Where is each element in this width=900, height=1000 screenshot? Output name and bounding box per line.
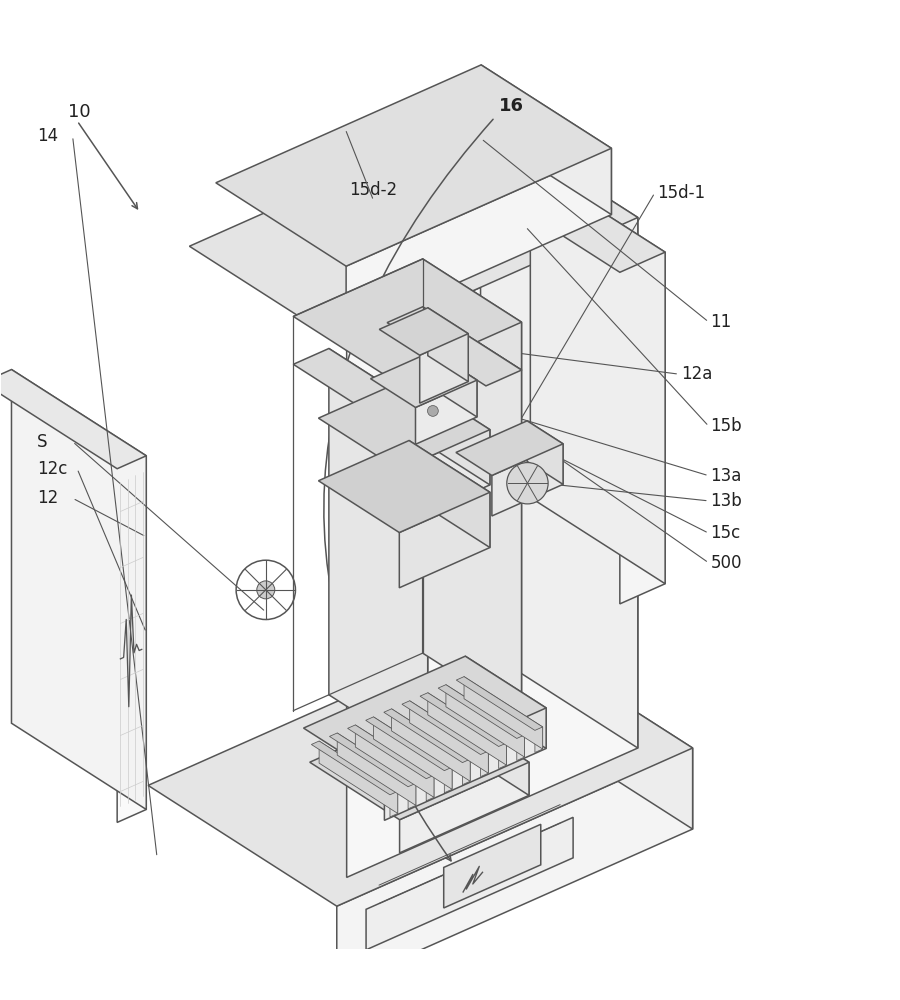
Polygon shape <box>346 148 611 332</box>
Polygon shape <box>117 456 147 822</box>
Polygon shape <box>328 348 428 758</box>
Polygon shape <box>481 751 489 777</box>
Polygon shape <box>392 322 521 428</box>
Polygon shape <box>423 307 521 716</box>
Polygon shape <box>427 775 434 801</box>
Text: 15c: 15c <box>711 524 741 542</box>
Polygon shape <box>504 627 693 829</box>
Polygon shape <box>438 685 525 738</box>
Polygon shape <box>293 259 521 380</box>
Polygon shape <box>444 824 541 908</box>
Text: 12c: 12c <box>37 460 67 478</box>
Polygon shape <box>408 783 416 809</box>
Polygon shape <box>392 412 427 774</box>
Polygon shape <box>366 817 573 950</box>
Polygon shape <box>530 166 665 584</box>
Polygon shape <box>356 725 434 797</box>
Polygon shape <box>346 217 638 877</box>
Polygon shape <box>319 378 490 470</box>
Polygon shape <box>320 741 398 813</box>
Polygon shape <box>379 308 468 355</box>
Polygon shape <box>419 334 468 403</box>
Polygon shape <box>338 733 416 805</box>
Text: 12: 12 <box>37 489 58 507</box>
Text: 15b: 15b <box>711 417 742 435</box>
Polygon shape <box>456 421 563 475</box>
Polygon shape <box>390 791 398 817</box>
Polygon shape <box>428 308 468 382</box>
Text: 15d-2: 15d-2 <box>349 181 398 199</box>
Polygon shape <box>432 351 477 417</box>
Polygon shape <box>293 348 428 428</box>
Polygon shape <box>420 693 507 746</box>
Polygon shape <box>0 370 147 469</box>
Polygon shape <box>311 741 398 795</box>
Polygon shape <box>517 735 525 761</box>
Polygon shape <box>416 380 477 444</box>
Polygon shape <box>492 444 563 516</box>
Text: 13b: 13b <box>711 492 742 510</box>
Polygon shape <box>383 709 470 763</box>
Polygon shape <box>499 743 507 769</box>
Text: 500: 500 <box>711 554 742 572</box>
Text: 10: 10 <box>68 103 91 121</box>
Text: 12a: 12a <box>681 365 712 383</box>
Polygon shape <box>439 705 529 795</box>
Polygon shape <box>409 378 490 485</box>
Polygon shape <box>402 701 489 755</box>
Text: 15d-1: 15d-1 <box>657 184 705 202</box>
Text: 14: 14 <box>37 127 58 145</box>
Polygon shape <box>384 708 546 820</box>
Circle shape <box>507 463 548 504</box>
Polygon shape <box>423 259 521 370</box>
Polygon shape <box>319 441 490 533</box>
Polygon shape <box>481 117 638 748</box>
Polygon shape <box>371 351 477 407</box>
Polygon shape <box>303 656 546 780</box>
Polygon shape <box>329 733 416 787</box>
Polygon shape <box>463 759 470 785</box>
Polygon shape <box>445 767 452 793</box>
Polygon shape <box>456 677 543 730</box>
Polygon shape <box>216 65 611 266</box>
Polygon shape <box>486 370 521 732</box>
Text: 13a: 13a <box>711 467 742 485</box>
Text: 16: 16 <box>500 97 525 115</box>
Polygon shape <box>535 727 543 752</box>
Polygon shape <box>409 441 490 548</box>
Polygon shape <box>337 748 693 987</box>
Polygon shape <box>310 705 529 820</box>
Polygon shape <box>428 693 507 765</box>
Polygon shape <box>464 677 543 749</box>
Polygon shape <box>446 685 525 757</box>
Polygon shape <box>392 709 470 781</box>
Text: S: S <box>37 433 47 451</box>
Circle shape <box>256 581 274 599</box>
Polygon shape <box>387 307 521 386</box>
Polygon shape <box>374 717 452 789</box>
Polygon shape <box>400 430 490 525</box>
Polygon shape <box>620 252 665 604</box>
Polygon shape <box>12 370 147 809</box>
Polygon shape <box>527 421 563 484</box>
Polygon shape <box>347 725 434 779</box>
Text: 11: 11 <box>711 313 732 331</box>
Polygon shape <box>365 717 452 771</box>
Polygon shape <box>400 492 490 588</box>
Polygon shape <box>400 762 529 853</box>
Circle shape <box>428 406 438 416</box>
Polygon shape <box>148 627 693 906</box>
Polygon shape <box>482 65 611 215</box>
Polygon shape <box>410 701 489 773</box>
Polygon shape <box>189 117 638 347</box>
Polygon shape <box>465 656 546 748</box>
Polygon shape <box>485 166 665 272</box>
